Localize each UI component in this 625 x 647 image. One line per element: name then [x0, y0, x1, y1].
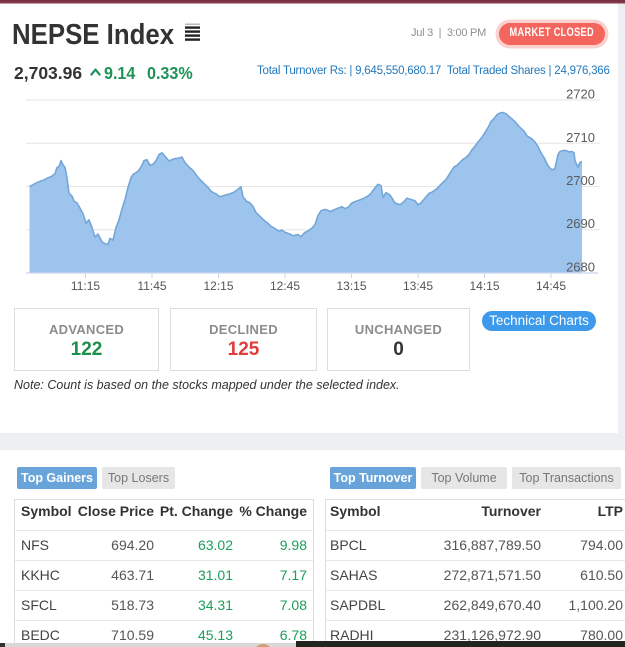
svg-text:11:15: 11:15 [71, 279, 100, 293]
svg-text:14:45: 14:45 [536, 279, 566, 293]
svg-text:13:15: 13:15 [336, 279, 366, 293]
svg-text:2680: 2680 [566, 260, 595, 275]
svg-text:2700: 2700 [566, 173, 595, 188]
svg-text:12:45: 12:45 [270, 279, 300, 293]
svg-text:13:45: 13:45 [403, 279, 433, 293]
svg-text:2710: 2710 [566, 130, 595, 145]
svg-text:2720: 2720 [566, 88, 595, 102]
svg-text:12:15: 12:15 [203, 279, 233, 293]
svg-text:2690: 2690 [566, 216, 595, 231]
svg-text:11:45: 11:45 [137, 279, 166, 293]
svg-text:14:15: 14:15 [469, 279, 499, 293]
